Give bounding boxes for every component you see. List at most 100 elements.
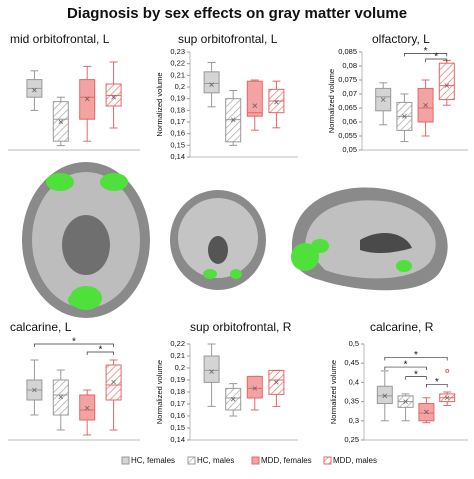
significance-star: * <box>414 369 418 380</box>
significance-star: * <box>435 377 439 388</box>
y-axis-label: Normalized volume <box>327 69 336 133</box>
panel-title: mid orbitofrontal, L <box>10 32 110 46</box>
y-tick-label: 0,22 <box>170 59 185 68</box>
significance-star: * <box>72 337 76 348</box>
significance-star: * <box>404 360 408 371</box>
panel-title: calcarine, R <box>370 320 434 334</box>
y-axis-label: Normalized volume <box>155 360 164 424</box>
significance-bracket <box>404 53 448 57</box>
y-tick-label: 0,21 <box>170 70 185 79</box>
y-tick-label: 0,05 <box>342 145 357 154</box>
mean-marker <box>423 102 428 108</box>
y-tick-label: 0,4 <box>349 377 359 386</box>
mean-marker <box>252 386 258 391</box>
mean-marker <box>444 395 450 401</box>
legend-label: HC, males <box>197 456 234 465</box>
mean-marker <box>424 409 429 415</box>
y-tick-label: 0,18 <box>170 387 185 396</box>
mean-marker <box>209 369 214 374</box>
mean-marker <box>274 380 279 385</box>
mean-marker <box>230 396 236 402</box>
mean-marker <box>252 103 258 108</box>
y-tick-label: 0,23 <box>170 47 185 56</box>
panel-title: olfactory, L <box>372 32 430 46</box>
y-axis-label: Normalized volume <box>329 360 338 424</box>
y-tick-label: 0,2 <box>175 363 185 372</box>
legend-label: MDD, females <box>261 456 312 465</box>
mean-marker <box>58 119 64 125</box>
box <box>246 80 263 117</box>
y-tick-label: 0,085 <box>338 47 357 56</box>
y-tick-label: 0,08 <box>342 61 357 70</box>
mean-marker <box>444 83 450 88</box>
mean-marker <box>32 87 37 93</box>
significance-bracket <box>384 357 448 361</box>
significance-bracket <box>34 343 114 347</box>
panel-title: sup orbitofrontal, L <box>178 32 278 46</box>
y-tick-label: 0,19 <box>170 94 185 103</box>
box <box>376 385 393 405</box>
y-tick-label: 0,14 <box>170 152 185 161</box>
mean-marker <box>84 405 90 411</box>
y-tick-label: 0,21 <box>170 351 185 360</box>
y-tick-label: 0,3 <box>349 416 359 425</box>
mean-marker <box>402 114 407 119</box>
box <box>203 71 220 94</box>
y-tick-label: 0,16 <box>170 411 185 420</box>
legend-swatch <box>251 456 260 465</box>
y-tick-label: 0,45 <box>344 358 359 367</box>
y-tick-label: 0,2 <box>175 82 185 91</box>
y-axis-label: Normalized volume <box>155 72 164 136</box>
mean-marker <box>84 96 90 102</box>
panel-title: sup orbitofrontal, R <box>190 320 292 334</box>
outlier <box>445 368 450 373</box>
significance-star: * <box>434 52 438 63</box>
mean-marker <box>32 387 37 393</box>
mean-marker <box>209 82 214 87</box>
brain-images <box>0 162 474 318</box>
mean-marker <box>403 399 408 404</box>
y-tick-label: 0,15 <box>170 140 185 149</box>
y-tick-label: 0,25 <box>344 435 359 444</box>
significance-bracket <box>405 376 427 380</box>
mean-marker <box>111 379 116 385</box>
significance-star: * <box>98 345 102 356</box>
y-tick-label: 0,075 <box>338 75 357 84</box>
mean-marker <box>380 97 386 102</box>
significance-bracket <box>384 366 427 371</box>
box <box>438 62 455 101</box>
significance-bracket <box>86 351 114 355</box>
y-tick-label: 0,18 <box>170 105 185 114</box>
y-tick-label: 0,5 <box>349 339 359 348</box>
significance-star: * <box>424 46 428 57</box>
y-tick-label: 0,22 <box>170 339 185 348</box>
box <box>225 98 242 143</box>
y-tick-label: 0,35 <box>344 397 359 406</box>
mean-marker <box>230 117 236 122</box>
box <box>203 355 220 383</box>
figure-title: Diagnosis by sex effects on gray matter … <box>67 5 407 22</box>
mean-marker <box>274 99 279 105</box>
y-tick-label: 0,16 <box>170 129 185 138</box>
legend-label: HC, females <box>131 456 175 465</box>
y-tick-label: 0,07 <box>342 89 357 98</box>
y-tick-label: 0,17 <box>170 399 185 408</box>
y-tick-label: 0,15 <box>170 423 185 432</box>
mean-marker <box>58 394 64 400</box>
y-tick-label: 0,17 <box>170 117 185 126</box>
mean-marker <box>382 393 388 399</box>
legend-swatch <box>323 456 332 465</box>
significance-bracket <box>425 58 448 62</box>
legend-swatch <box>187 456 196 465</box>
y-tick-label: 0,14 <box>170 435 185 444</box>
significance-star: * <box>414 350 418 361</box>
y-tick-label: 0,06 <box>342 117 357 126</box>
box <box>246 375 263 399</box>
y-tick-label: 0,065 <box>338 103 357 112</box>
mean-marker <box>111 94 116 100</box>
legend-label: MDD, males <box>333 456 377 465</box>
panel-title: calcarine, L <box>10 320 72 334</box>
significance-bracket <box>426 383 448 388</box>
y-tick-label: 0,055 <box>338 131 357 140</box>
